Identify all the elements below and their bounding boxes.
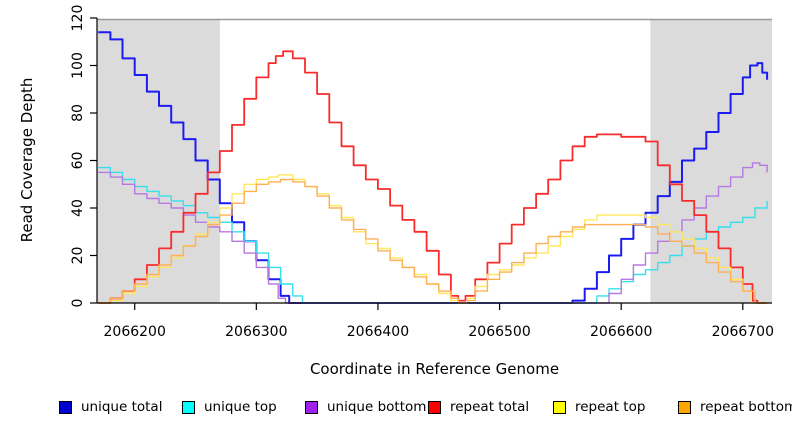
x-tick-label: 2066400 xyxy=(347,324,409,340)
legend-label: unique total xyxy=(81,399,163,415)
legend-label: repeat top xyxy=(575,399,646,415)
legend-label: unique bottom xyxy=(327,399,427,415)
legend-item-unique-top: unique top xyxy=(182,399,277,415)
legend-swatch-icon xyxy=(678,400,691,414)
legend-item-repeat-top: repeat top xyxy=(553,399,645,415)
y-tick-label: 40 xyxy=(70,199,86,217)
legend-swatch-icon xyxy=(428,400,441,414)
y-axis-title: Read Coverage Depth xyxy=(18,77,36,243)
legend-swatch-icon xyxy=(305,400,318,414)
legend-label: repeat bottom xyxy=(700,399,792,415)
series-line-repeat-total xyxy=(98,50,768,304)
x-tick-label: 2066500 xyxy=(468,324,530,340)
legend-label: unique top xyxy=(204,399,277,415)
series-line-unique-top xyxy=(98,166,768,304)
y-tick-label: 60 xyxy=(70,152,86,170)
legend-item-repeat-total: repeat total xyxy=(428,399,529,415)
legend-item-repeat-bottom: repeat bottom xyxy=(678,399,792,415)
x-tick-label: 2066300 xyxy=(225,324,287,340)
shaded-repeat-region xyxy=(650,20,772,303)
y-tick-label: 0 xyxy=(70,299,86,308)
legend-label: repeat total xyxy=(450,399,530,415)
y-tick-label: 120 xyxy=(70,5,86,32)
y-tick-label: 100 xyxy=(70,52,86,79)
legend-item-unique-total: unique total xyxy=(59,399,162,415)
x-tick-label: 2066700 xyxy=(712,324,774,340)
legend-item-unique-bottom: unique bottom xyxy=(305,399,426,415)
legend-swatch-icon xyxy=(59,400,72,414)
legend-swatch-icon xyxy=(553,400,566,414)
series-line-unique-bottom xyxy=(98,162,768,304)
legend-swatch-icon xyxy=(182,400,195,414)
x-tick-label: 2066600 xyxy=(590,324,652,340)
series-line-unique-total xyxy=(98,31,769,304)
x-axis-title: Coordinate in Reference Genome xyxy=(309,360,560,378)
y-tick-label: 20 xyxy=(70,247,86,265)
y-tick-label: 80 xyxy=(70,104,86,122)
x-tick-label: 2066200 xyxy=(104,324,166,340)
series-line-repeat-bottom xyxy=(98,178,768,304)
